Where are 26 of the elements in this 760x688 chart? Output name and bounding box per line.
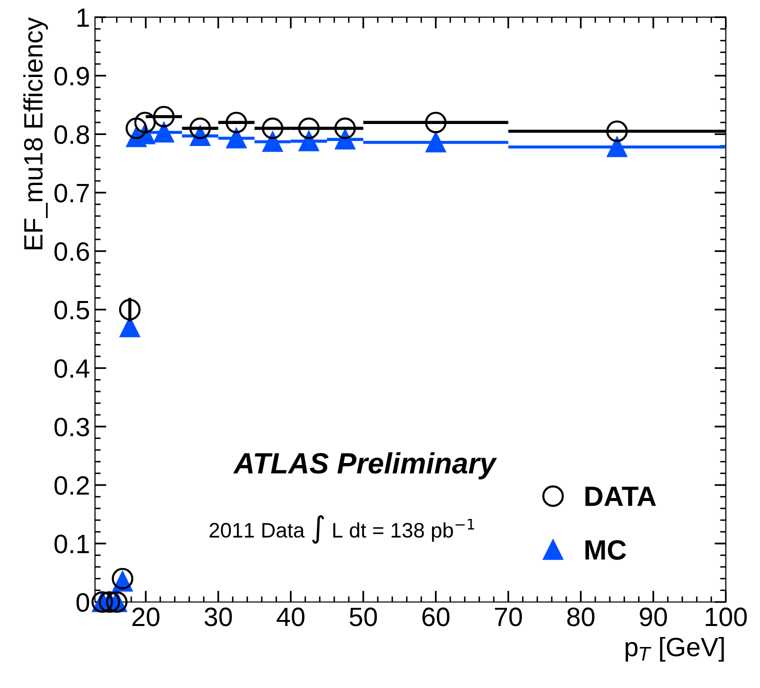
x-tick-label: 50 [350, 608, 377, 626]
x-tick-label: 30 [204, 608, 232, 626]
y-tick-label: 0.3 [54, 418, 89, 436]
x-tick-label: 40 [276, 608, 304, 626]
y-tick-label: 0.4 [54, 359, 90, 378]
y-axis-title: EF_mu18 Efficiency [23, 17, 48, 250]
x-tick-label: 90 [640, 608, 667, 626]
y-tick-label: 0.2 [54, 476, 89, 495]
y-tick-label: 0.8 [54, 125, 89, 144]
x-tick-label: 70 [494, 608, 522, 626]
x-tick-label: 80 [567, 608, 594, 626]
y-tick-label: 0.5 [54, 300, 90, 320]
annotation: 2011 Data ∫ L dt = 138 pb$^{−1}$ [210, 515, 474, 544]
x-tick-label: 100 [706, 608, 747, 626]
y-tick-label: 1 [77, 8, 89, 27]
legend-label: DATA [585, 486, 656, 506]
x-tick-label: 60 [422, 608, 450, 626]
y-tick-label: 0.9 [54, 66, 89, 86]
y-tick-label: 0.6 [54, 242, 89, 261]
y-tick-label: 0.1 [54, 534, 89, 554]
legend-label: MC [585, 540, 626, 560]
x-tick-label: 20 [132, 608, 160, 626]
x-axis-title: p$_{T}$ [GeV] [626, 637, 724, 662]
y-tick-label: 0.7 [54, 184, 89, 202]
y-tick-label: 0 [76, 593, 90, 612]
annotation: ATLAS Preliminary [233, 452, 498, 480]
